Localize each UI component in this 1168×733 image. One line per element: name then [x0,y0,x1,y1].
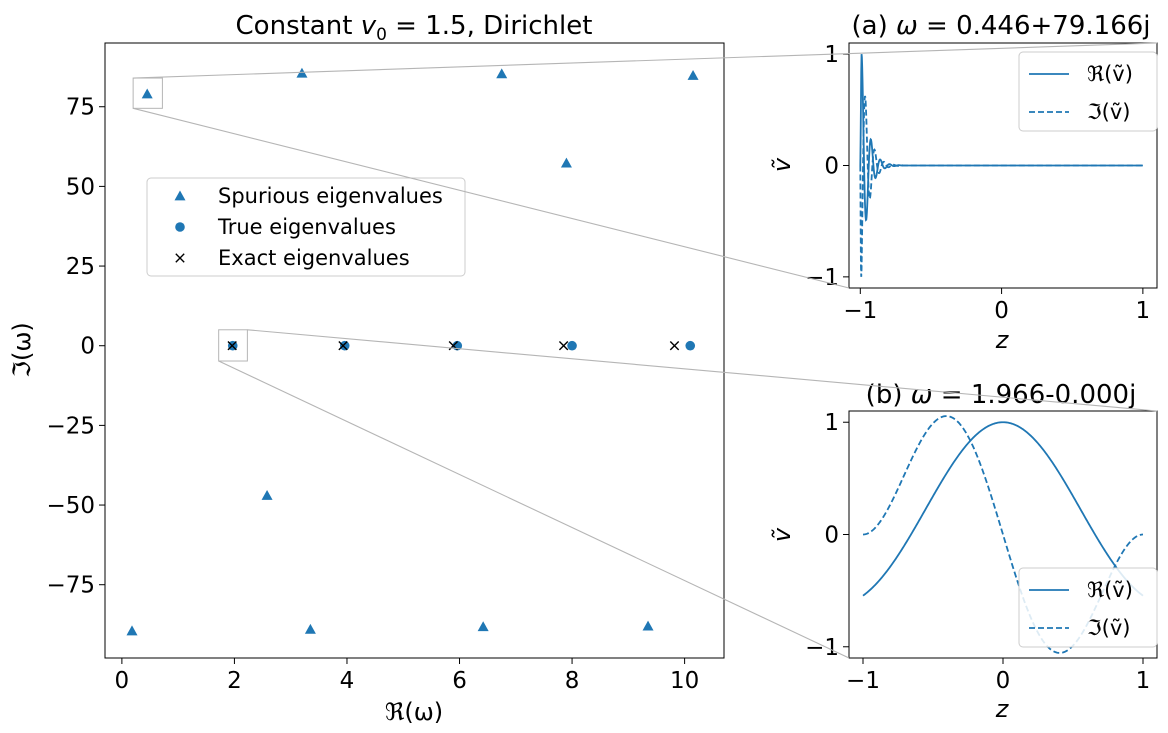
main-title: Constant v0 = 1.5, Dirichlet [236,11,593,45]
main-xlabel: ℜ(ω) [385,698,443,726]
inset-b-ytick-label: 1 [824,410,839,436]
inset-a-xtick-label: 0 [994,298,1009,324]
inset-b-real-line [862,421,1144,597]
main-ylabel: ℑ(ω) [8,322,36,378]
inset-b-title: (b) ω = 1.966-0.000j [866,380,1137,410]
main-ytick-label: −75 [46,573,95,599]
inset-b-ytick-label: −1 [805,635,839,661]
inset-b-legend-label: ℜ(ṽ) [1087,578,1133,602]
inset-b-legend-box [1018,567,1158,648]
main-legend-marker [174,190,186,201]
connector-b-top [247,329,1158,412]
main-ytick-label: −25 [46,413,95,439]
spurious-eigenvalue-point [126,625,138,636]
main-ytick-label: 75 [66,95,95,121]
inset-b-ytick-label: 0 [824,523,839,549]
true-eigenvalue-point [339,340,350,351]
inset-a-legend-label: ℑ(ṽ) [1087,100,1130,124]
inset-b-xtick-label: 0 [996,668,1011,694]
inset-b-xlabel: z [995,695,1010,723]
inset-a-plot-area: −1 0 110−1ℜ(ṽ)ℑ(ṽ) [805,42,1158,324]
connector-a-bottom [133,107,850,289]
inset-b-frame [848,410,1158,659]
exact-eigenvalue-point [338,341,348,351]
main-xtick-label: 10 [670,668,699,694]
exact-eigenvalue-point [227,341,237,351]
connector-b-bottom [218,360,850,659]
main-legend-label: Exact eigenvalues [218,246,410,270]
true-eigenvalue-point [685,340,696,351]
spurious-eigenvalue-point [141,88,153,99]
main-ytick-label: 50 [66,174,95,200]
spurious-eigenvalue-point [560,157,572,168]
inset-b-legend: ℜ(ṽ) ℑ(ṽ) [1018,567,1158,648]
inset-b-panel: (b) ω = 1.966-0.000j −1 0 110−1ℜ(ṽ)ℑ(ṽ) z … [768,380,1158,723]
spurious-eigenvalue-point [687,70,699,80]
spurious-eigenvalue-point [496,68,508,79]
connector-a-top [133,42,1158,79]
main-plot-area: 0 2 4 6 8 10 75 50 25 0 −25 −50 −75 Spurious eigenval… [46,42,725,694]
main-legend-label: True eigenvalues [217,215,396,239]
inset-a-ytick-label: 1 [824,42,839,68]
main-legend-box [146,177,466,277]
inset-a-xtick-label: 1 [1136,298,1151,324]
main-legend-label: Spurious eigenvalues [218,184,443,208]
inset-a-frame [848,42,1158,289]
zoom-connector-lines [133,42,1158,659]
inset-a-ytick-label: 0 [824,154,839,180]
inset-b-plot-area: −1 0 1 1 0 −1 ℜ(ṽ) ℑ(ṽ) [805,410,1158,694]
main-legend: Spurious eigenvalues True eigenvalues Exac… [146,177,466,277]
main-xtick-label: 0 [115,668,130,694]
inset-b-ylabel: ṽ [768,527,796,542]
main-ytick-label: −50 [46,493,95,519]
spurious-eigenvalue-point [477,621,489,632]
main-ytick-label: 25 [66,254,95,280]
main-xtick-label: 8 [565,668,580,694]
inset-b-xtick-label: −1 [846,668,880,694]
inset-a-legend-box [1018,51,1158,132]
inset-b-legend-label: ℑ(ṽ) [1087,616,1130,640]
main-scatter-panel: Constant v0 = 1.5, Dirichlet 0 2 4 6 8 10 75 50… [8,11,725,726]
main-xtick-label: 2 [227,668,242,694]
main-frame [104,42,725,659]
inset-a-xlabel: z [995,326,1010,354]
main-legend-marker [175,253,185,263]
zoom-box-b [218,329,248,362]
spurious-eigenvalue-point [304,623,316,634]
inset-a-imag-line [859,95,1143,277]
inset-a-xtick-label: −1 [843,298,877,324]
main-ytick-label: 0 [80,334,95,360]
inset-a-legend-label: ℜ(ṽ) [1087,62,1133,86]
main-xtick-label: 6 [452,668,467,694]
true-eigenvalue-point [567,340,577,351]
inset-a-title: (a) ω = 0.446+79.166j [852,11,1151,41]
main-xtick-label: 4 [340,668,355,694]
spurious-eigenvalue-point [261,489,273,500]
main-legend-marker [175,222,185,232]
spurious-eigenvalue-point [642,620,654,631]
inset-b-xtick-label: 1 [1136,668,1151,694]
exact-eigenvalue-point [558,341,569,351]
exact-eigenvalue-point [669,341,680,351]
inset-a-ylabel: ṽ [768,157,796,172]
inset-a-legend: ℜ(ṽ) ℑ(ṽ) [1018,51,1158,132]
inset-a-panel: (a) ω = 0.446+79.166j −1 0 110−1ℜ(ṽ)ℑ(ṽ) z… [768,11,1158,354]
